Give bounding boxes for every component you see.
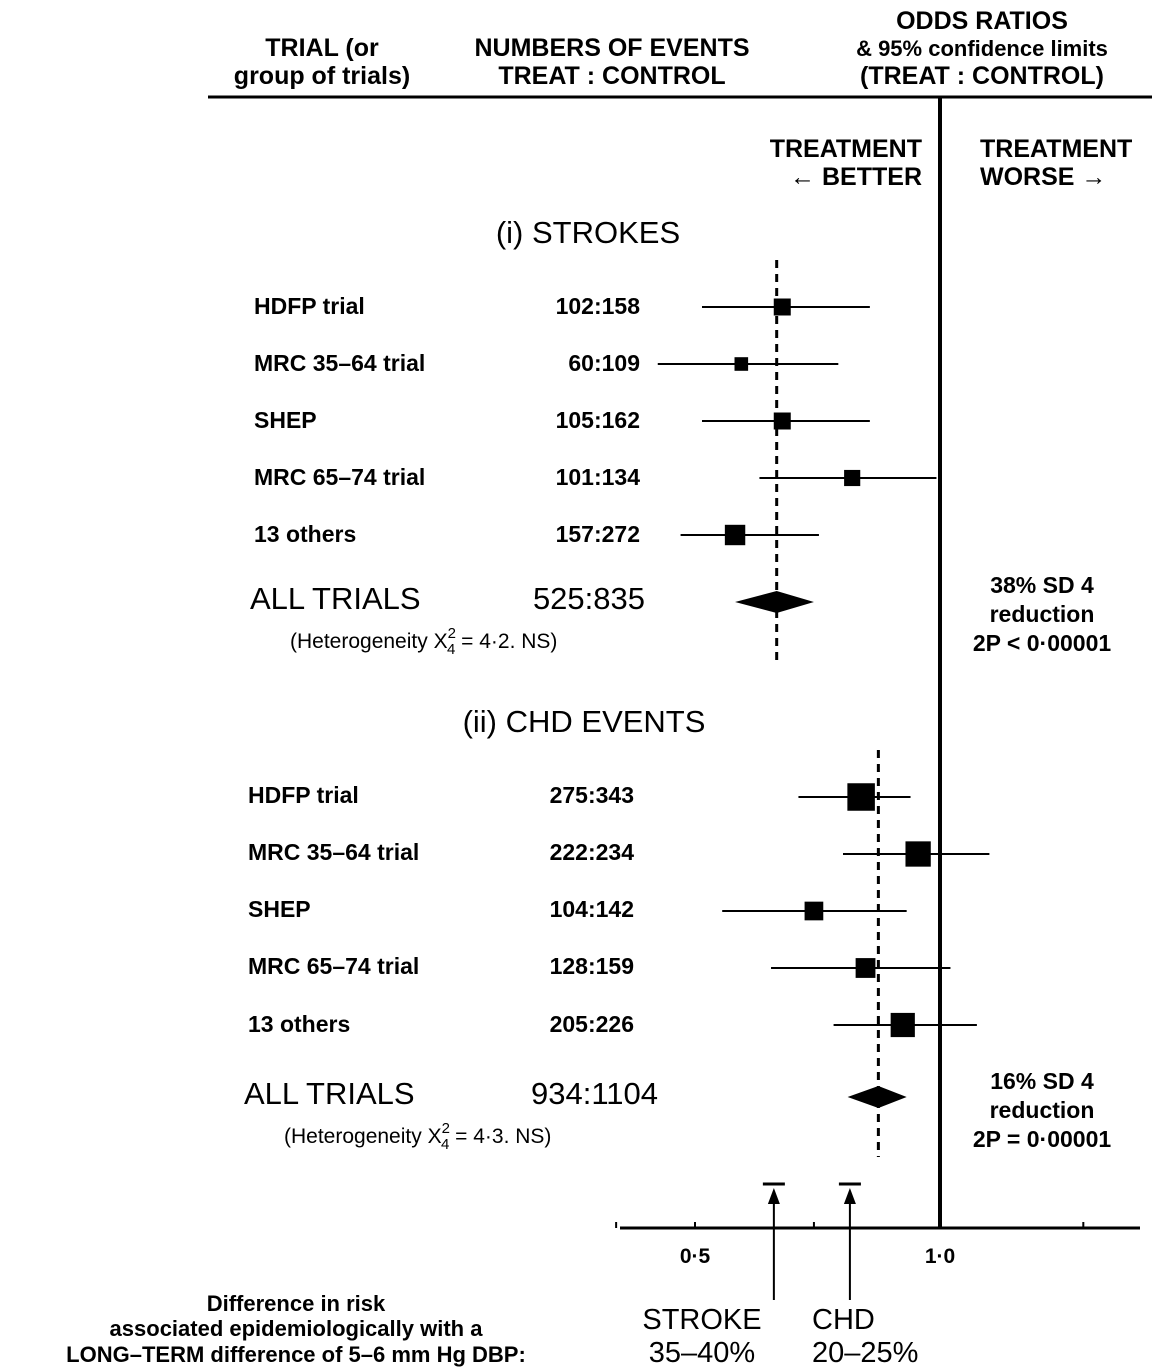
chd-section: (ii) CHD EVENTS HDFP trial 275:343 MRC 3…: [244, 704, 1111, 1153]
footer-line1: Difference in risk: [207, 1291, 386, 1316]
events-header-line2: TREAT : CONTROL: [498, 62, 725, 90]
strokes-section: (i) STROKES HDFP trial 102:158 MRC 35–64…: [250, 215, 1111, 658]
overall-name-label: ALL TRIALS: [244, 1076, 415, 1111]
trial-events-label: 205:226: [550, 1011, 634, 1037]
odds-ratio-marker: [844, 469, 861, 487]
trial-events-label: 60:109: [568, 350, 640, 376]
odds-ratio-marker: [905, 841, 931, 867]
odds-ratio-marker: [734, 357, 749, 371]
x-axis: 0·5 1·0: [680, 1245, 955, 1268]
treatment-better-line2: ← BETTER: [790, 163, 922, 191]
overall-diamond: [735, 591, 814, 613]
trial-name-label: 13 others: [248, 1011, 350, 1037]
odds-ratio-marker: [724, 524, 746, 546]
treatment-better-line1: TREATMENT: [770, 135, 922, 163]
trial-name-label: MRC 35–64 trial: [254, 350, 425, 376]
chd-expected-label: CHD: [812, 1304, 875, 1336]
trial-header-line1: TRIAL (or: [265, 34, 379, 62]
or-header-line3: (TREAT : CONTROL): [860, 62, 1104, 90]
odds-ratio-marker: [804, 901, 824, 921]
summary-line2: reduction: [990, 1097, 1095, 1123]
trial-header-line2: group of trials): [234, 62, 410, 90]
direction-labels: TREATMENT ← BETTER TREATMENT WORSE →: [770, 135, 1133, 191]
footer-note: Difference in risk associated epidemiolo…: [66, 1291, 526, 1367]
events-header-line1: NUMBERS OF EVENTS: [474, 34, 749, 62]
summary-line1: 16% SD 4: [990, 1068, 1094, 1094]
or-header-line2: & 95% confidence limits: [856, 36, 1108, 61]
trial-name-label: MRC 65–74 trial: [248, 953, 419, 979]
summary-line1: 38% SD 4: [990, 572, 1094, 598]
trial-events-label: 128:159: [550, 953, 634, 979]
trial-name-label: HDFP trial: [254, 293, 365, 319]
column-headers: TRIAL (or group of trials) NUMBERS OF EV…: [234, 7, 1108, 90]
or-header-line1: ODDS RATIOS: [896, 7, 1068, 35]
heterogeneity-label: (Heterogeneity X2 4 = 4·2. NS): [290, 625, 557, 658]
odds-ratio-marker: [773, 298, 791, 316]
trial-events-label: 222:234: [550, 839, 635, 865]
trial-name-label: HDFP trial: [248, 782, 359, 808]
stroke-expected-label: STROKE: [642, 1304, 761, 1336]
trial-events-label: 105:162: [556, 407, 640, 433]
odds-ratio-marker: [847, 783, 875, 811]
treatment-worse-line2: WORSE →: [980, 163, 1106, 191]
trial-events-label: 102:158: [556, 293, 641, 319]
footer-line3: LONG–TERM difference of 5–6 mm Hg DBP:: [66, 1342, 526, 1367]
heterogeneity-label: (Heterogeneity X2 4 = 4·3. NS): [284, 1120, 551, 1153]
plot-marks: [615, 97, 1140, 1300]
x-tick-label: 0·5: [680, 1245, 711, 1268]
expected-effect-arrow-head: [843, 1188, 856, 1204]
trial-events-label: 104:142: [550, 896, 634, 922]
summary-line3: 2P < 0·00001: [973, 630, 1112, 656]
stroke-expected-range: 35–40%: [649, 1337, 755, 1369]
odds-ratio-marker: [890, 1012, 915, 1038]
summary-line2: reduction: [990, 601, 1095, 627]
overall-events-label: 934:1104: [531, 1076, 658, 1111]
chd-expected-range: 20–25%: [812, 1337, 918, 1369]
trial-name-label: MRC 65–74 trial: [254, 464, 425, 490]
summary-line3: 2P = 0·00001: [973, 1126, 1112, 1152]
expected-effect-arrow-head: [767, 1188, 780, 1204]
expected-effect-labels: STROKE 35–40% CHD 20–25%: [642, 1304, 918, 1369]
odds-ratio-marker: [855, 958, 876, 978]
overall-events-label: 525:835: [533, 581, 645, 616]
trial-events-label: 275:343: [550, 782, 634, 808]
strokes-section-title: (i) STROKES: [496, 215, 680, 250]
trial-name-label: 13 others: [254, 521, 356, 547]
trial-name-label: SHEP: [254, 407, 317, 433]
overall-name-label: ALL TRIALS: [250, 581, 421, 616]
odds-ratio-marker: [773, 412, 791, 430]
trial-name-label: MRC 35–64 trial: [248, 839, 419, 865]
x-tick-label: 1·0: [925, 1245, 955, 1268]
trial-events-label: 157:272: [556, 521, 640, 547]
footer-line2: associated epidemiologically with a: [110, 1316, 484, 1341]
treatment-worse-line1: TREATMENT: [980, 135, 1132, 163]
chd-section-title: (ii) CHD EVENTS: [463, 704, 706, 739]
overall-diamond: [847, 1086, 907, 1108]
trial-events-label: 101:134: [556, 464, 641, 490]
trial-name-label: SHEP: [248, 896, 311, 922]
